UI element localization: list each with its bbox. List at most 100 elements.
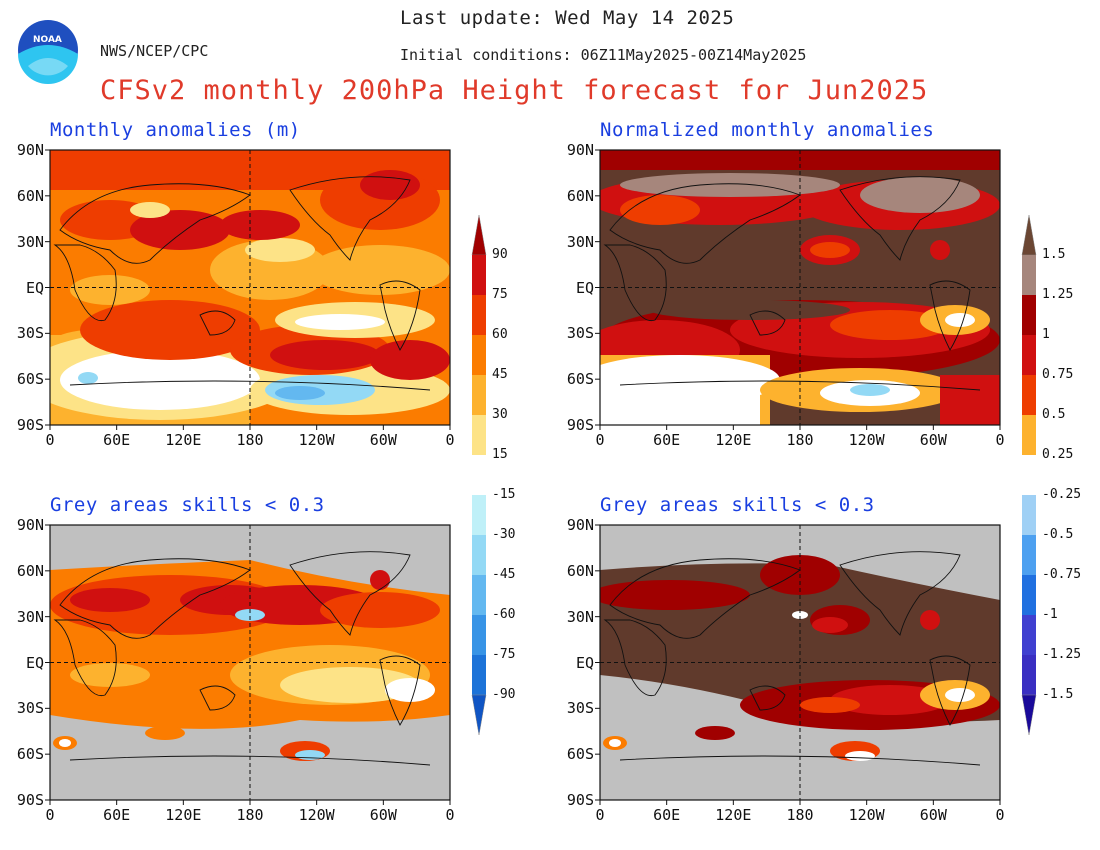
lat-tick-label: 30S [16,324,44,343]
lat-tick-label: 30S [566,324,594,343]
colorbar-anomaly-label: 75 [492,287,508,302]
lon-tick-label: 180 [786,806,814,824]
map-panel-top-right [595,149,1001,430]
colorbar-normalized-label: -1.5 [1042,687,1074,702]
lat-tick-label: 90S [16,791,44,809]
lon-tick-label: 180 [236,806,264,824]
colorbar-anomaly-label: -90 [492,687,516,702]
colorbar-swatch [1022,335,1036,375]
coastline [289,176,411,261]
lat-tick-label: 60S [16,370,44,389]
lat-tick-label: 60N [566,561,594,580]
main-title: CFSv2 monthly 200hPa Height forecast for… [100,75,929,106]
lat-tick-label: EQ [25,653,44,672]
colorbar-swatch [1022,415,1036,455]
colorbar-normalized-label: 0.75 [1042,367,1074,382]
colorbar-swatch [472,415,486,455]
lat-tick-label: 90S [566,416,594,434]
colorbar-normalized-label: -0.75 [1042,567,1082,582]
lat-tick-label: 60N [566,186,594,205]
colorbar-anomaly [471,214,487,736]
colorbar-swatch [472,495,486,535]
colorbar-arrow-top [471,214,487,256]
lon-tick-label: 120W [848,431,885,449]
colorbar-swatch [472,295,486,335]
lon-tick-label: 60W [369,431,397,449]
lon-tick-label: 0 [995,431,1005,449]
lon-tick-label: 60W [369,806,397,824]
coastline [59,183,251,264]
lat-tick-label: EQ [575,278,594,297]
panel-title-top-right: Normalized monthly anomalies [600,119,935,141]
colorbar-swatch [1022,535,1036,575]
lat-tick-label: 90S [566,791,594,809]
lon-tick-label: 0 [45,806,55,824]
org-label: NWS/NCEP/CPC [100,42,209,60]
colorbar-swatch [472,455,486,495]
colorbar-swatch [1022,375,1036,415]
lat-tick-label: 60N [16,186,44,205]
map-panel-bottom-right [595,524,1001,805]
coastline [53,244,117,322]
lon-tick-label: 120W [298,431,335,449]
coastline [929,655,971,726]
lon-tick-label: 180 [236,431,264,449]
lat-tick-label: 30N [566,607,594,626]
lat-tick-label: 60S [566,745,594,764]
colorbar-swatch [1022,615,1036,655]
colorbar-normalized-label: 0.5 [1042,407,1066,422]
colorbar-swatch [1022,655,1036,695]
colorbar-swatch [472,255,486,295]
colorbar-normalized-label: -0.5 [1042,527,1074,542]
colorbar-swatch [472,335,486,375]
noaa-logo-text: NOAA [33,35,62,45]
coastline [289,551,411,636]
lon-tick-label: 0 [445,806,455,824]
lon-tick-label: 120E [715,431,752,449]
lat-tick-label: EQ [575,653,594,672]
coastline [59,558,251,639]
coastline [609,183,801,264]
coastline [839,551,961,636]
coastline [53,619,117,697]
lon-tick-label: 120E [715,806,752,824]
lon-tick-label: 0 [995,806,1005,824]
lon-tick-label: 120E [165,806,202,824]
colorbar-normalized-label: 1 [1042,327,1050,342]
colorbar-swatch [472,575,486,615]
coastline [379,280,421,351]
coastline [749,685,786,711]
lat-tick-label: 90N [566,516,594,534]
colorbar-arrow-top [1021,214,1037,256]
coastline [603,619,667,697]
colorbar-swatch [1022,455,1036,495]
colorbar-normalized-label: 1.5 [1042,247,1066,262]
colorbar-arrow-bottom [1021,694,1037,736]
lat-tick-label: 30S [16,699,44,718]
colorbar-swatch [1022,575,1036,615]
coastline [199,685,236,711]
lon-tick-label: 120E [165,431,202,449]
panel-title-top-left: Monthly anomalies (m) [50,119,301,141]
lon-tick-label: 0 [45,431,55,449]
lat-tick-label: 90S [16,416,44,434]
colorbar-normalized-label: -1 [1042,607,1058,622]
coastline [929,280,971,351]
noaa-logo [18,20,78,84]
lat-tick-label: 30N [16,232,44,251]
map-panel-top-left [45,149,451,430]
colorbar-anomaly-label: 30 [492,407,508,422]
map-panel-bottom-left [45,524,451,805]
colorbar-swatch [1022,495,1036,535]
coastline [603,244,667,322]
colorbar-anomaly-label: -75 [492,647,516,662]
coastline [839,176,961,261]
lat-tick-label: 30N [16,607,44,626]
panel-title-bottom-left: Grey areas skills < 0.3 [50,494,325,516]
colorbar-anomaly-label: 45 [492,367,508,382]
lat-tick-label: 90N [566,141,594,159]
lon-tick-label: 0 [595,806,605,824]
coastline [749,310,786,336]
lat-tick-label: 90N [16,516,44,534]
